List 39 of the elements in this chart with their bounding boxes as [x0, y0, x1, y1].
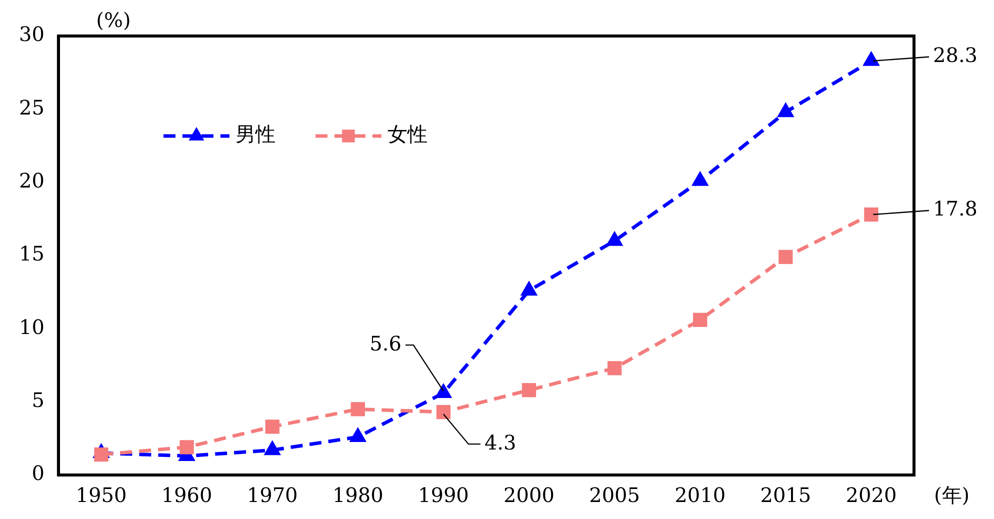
legend-label: 男性 [235, 122, 276, 146]
x-tick-label: 2005 [589, 483, 640, 508]
point [606, 230, 624, 246]
annotation: 5.6 [370, 331, 402, 356]
x-tick-label: 1960 [161, 483, 212, 508]
y-tick-label: 0 [32, 461, 44, 486]
y-tick-label: 15 [18, 242, 44, 266]
legend-label: 女性 [387, 122, 428, 146]
annotation: 4.3 [484, 430, 516, 454]
y-tick-label: 25 [18, 95, 44, 120]
point [778, 250, 793, 264]
annotation: 28.3 [933, 43, 978, 68]
x-tick-label: 2000 [504, 483, 554, 508]
point [522, 383, 536, 398]
y-tick-label: 5 [32, 388, 44, 412]
x-tick-label: 1970 [246, 483, 298, 508]
point [693, 312, 708, 327]
point [265, 420, 280, 434]
point [180, 440, 194, 454]
point [350, 402, 365, 416]
y-tick-label: 10 [18, 314, 44, 339]
point [94, 447, 108, 462]
y-tick-label: 20 [18, 168, 44, 193]
x-tick-label: 1990 [418, 483, 469, 508]
x-tick-label: 2015 [760, 483, 812, 508]
x-tick-label: 1950 [76, 483, 127, 508]
x-tick-label: 1980 [332, 483, 384, 508]
point [777, 102, 794, 118]
point [520, 280, 538, 296]
y-tick-label: 30 [18, 22, 44, 46]
x-tick-label: 2010 [674, 483, 726, 508]
point [436, 405, 451, 420]
point [862, 50, 880, 66]
x-tick-label: 2020 [846, 483, 897, 508]
point [607, 361, 622, 376]
x-axis-title: (年) [934, 483, 970, 508]
annotation: 17.8 [933, 196, 978, 221]
y-axis-title: (%) [96, 8, 131, 32]
point [691, 170, 709, 186]
